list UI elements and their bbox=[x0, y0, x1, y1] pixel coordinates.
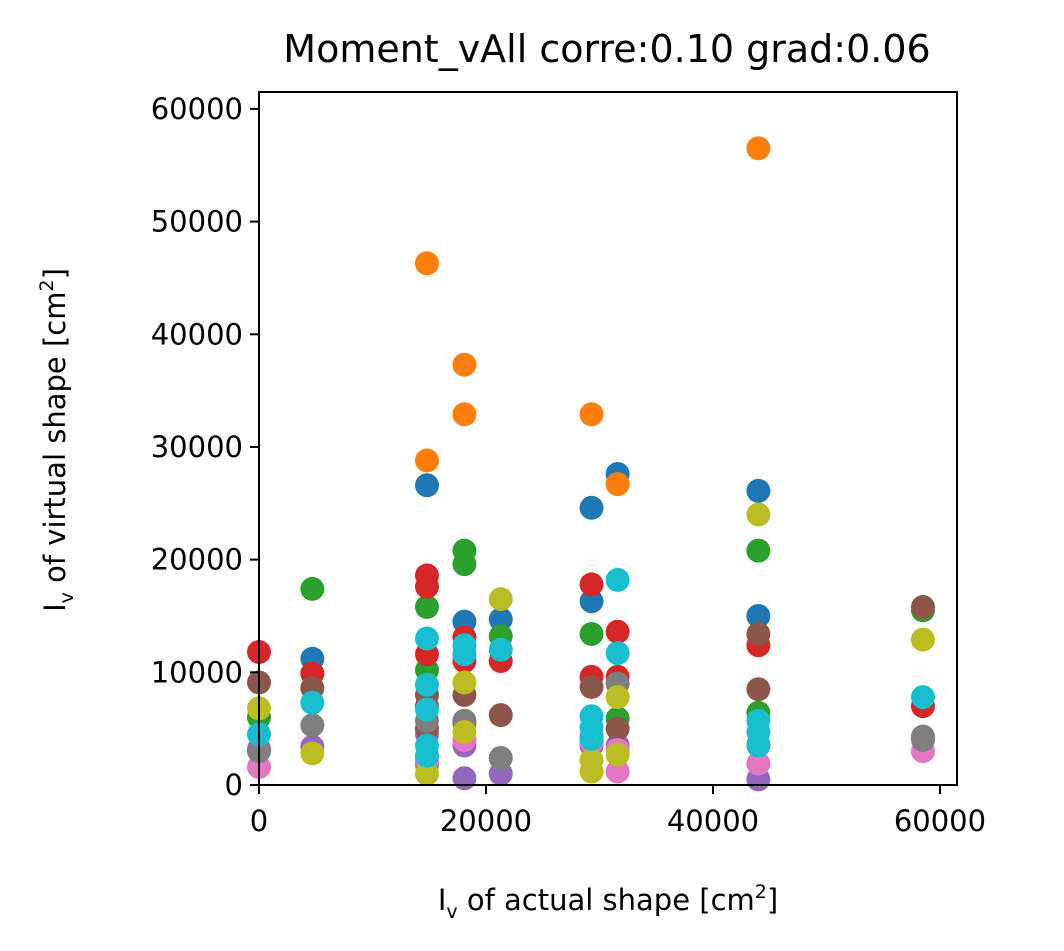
data-point-s2-6 bbox=[579, 622, 604, 647]
data-point-s7-9 bbox=[910, 727, 935, 752]
x-axis-label-sup: 2 bbox=[755, 881, 767, 903]
data-point-s8-1 bbox=[300, 741, 325, 766]
data-point-s8-9 bbox=[605, 742, 630, 767]
data-point-s1-1 bbox=[452, 352, 477, 377]
y-tick-label-6: 60000 bbox=[151, 92, 243, 126]
y-tick-label-0: 0 bbox=[225, 768, 243, 802]
data-point-s0-2 bbox=[488, 607, 513, 632]
data-point-s2-0 bbox=[300, 576, 325, 601]
chart-title: Moment_vAll corre:0.10 grad:0.06 bbox=[283, 27, 930, 71]
data-point-s6-4 bbox=[605, 759, 630, 784]
y-tick-label-1: 10000 bbox=[151, 655, 243, 689]
data-point-s0-6 bbox=[746, 478, 771, 503]
data-point-s0-4 bbox=[579, 589, 604, 614]
x-tick-label-0: 0 bbox=[250, 804, 268, 838]
y-axis-ticks: 0 10000 20000 30000 40000 50000 60000 bbox=[151, 92, 259, 802]
x-axis-label-end: ] bbox=[767, 883, 778, 917]
data-point-s9-14 bbox=[605, 641, 630, 666]
data-point-s5-8 bbox=[605, 716, 630, 741]
data-point-s2-4 bbox=[452, 552, 477, 577]
data-point-s5-11 bbox=[910, 594, 935, 619]
data-points bbox=[247, 136, 935, 792]
y-axis-label-sub: v bbox=[56, 592, 78, 603]
data-point-s9-9 bbox=[488, 637, 513, 662]
y-tick-label-3: 30000 bbox=[151, 430, 243, 464]
y-axis-label-end: ] bbox=[38, 268, 72, 279]
data-point-s8-5 bbox=[488, 587, 513, 612]
x-axis-label-main: I bbox=[438, 883, 447, 917]
data-point-s8-2 bbox=[414, 761, 439, 786]
data-point-s8-8 bbox=[605, 685, 630, 710]
data-point-s1-3 bbox=[414, 448, 439, 473]
x-tick-label-2: 40000 bbox=[667, 804, 759, 838]
data-point-s9-3 bbox=[414, 672, 439, 697]
data-point-s5-6 bbox=[488, 703, 513, 728]
plot-frame bbox=[258, 91, 958, 786]
data-point-s5-9 bbox=[746, 622, 771, 647]
data-point-s0-7 bbox=[746, 603, 771, 628]
data-point-s1-0 bbox=[414, 251, 439, 276]
data-point-s1-2 bbox=[452, 402, 477, 427]
y-axis-label-rest: of virtual shape [cm bbox=[38, 292, 72, 593]
data-point-s0-0 bbox=[414, 473, 439, 498]
data-point-s8-10 bbox=[746, 502, 771, 527]
data-point-s9-6 bbox=[414, 743, 439, 768]
data-point-s3-9 bbox=[579, 572, 604, 597]
data-point-s5-7 bbox=[579, 674, 604, 699]
data-point-s8-11 bbox=[910, 627, 935, 652]
data-point-s9-17 bbox=[746, 733, 771, 758]
x-axis-label-sub: v bbox=[446, 901, 457, 923]
data-point-s8-4 bbox=[452, 720, 477, 745]
data-point-s4-4 bbox=[452, 766, 477, 791]
data-point-s1-6 bbox=[746, 136, 771, 161]
data-point-s7-1 bbox=[300, 713, 325, 738]
x-axis-ticks: 0 20000 40000 60000 bbox=[250, 785, 986, 838]
data-point-s9-13 bbox=[605, 567, 630, 592]
data-point-s7-4 bbox=[488, 745, 513, 770]
x-tick-label-1: 20000 bbox=[440, 804, 532, 838]
y-tick-label-2: 20000 bbox=[151, 543, 243, 577]
y-tick-label-4: 40000 bbox=[151, 317, 243, 351]
x-tick-label-3: 60000 bbox=[894, 804, 986, 838]
data-point-s9-1 bbox=[300, 690, 325, 715]
data-point-s3-11 bbox=[605, 619, 630, 644]
data-point-s9-12 bbox=[579, 726, 604, 751]
data-point-s8-7 bbox=[579, 748, 604, 773]
data-point-s9-2 bbox=[414, 626, 439, 651]
data-point-s5-10 bbox=[746, 677, 771, 702]
y-axis-label-main: I bbox=[38, 603, 72, 612]
data-point-s3-3 bbox=[414, 574, 439, 599]
data-point-s1-5 bbox=[605, 472, 630, 497]
data-point-s2-1 bbox=[414, 594, 439, 619]
x-axis-label: Iv of actual shape [cm2] bbox=[438, 881, 778, 923]
data-point-s6-6 bbox=[746, 751, 771, 776]
data-point-s9-18 bbox=[910, 685, 935, 710]
data-point-s9-8 bbox=[452, 642, 477, 667]
data-point-s0-3 bbox=[579, 495, 604, 520]
x-axis-label-rest: of actual shape [cm bbox=[458, 883, 755, 917]
data-point-s9-4 bbox=[414, 697, 439, 722]
y-axis-label-sup: 2 bbox=[36, 279, 58, 291]
y-tick-label-5: 50000 bbox=[151, 205, 243, 239]
y-axis-label: Iv of virtual shape [cm2] bbox=[36, 268, 78, 612]
data-point-s8-3 bbox=[452, 670, 477, 695]
data-point-s2-8 bbox=[746, 538, 771, 563]
data-point-s1-4 bbox=[579, 402, 604, 427]
